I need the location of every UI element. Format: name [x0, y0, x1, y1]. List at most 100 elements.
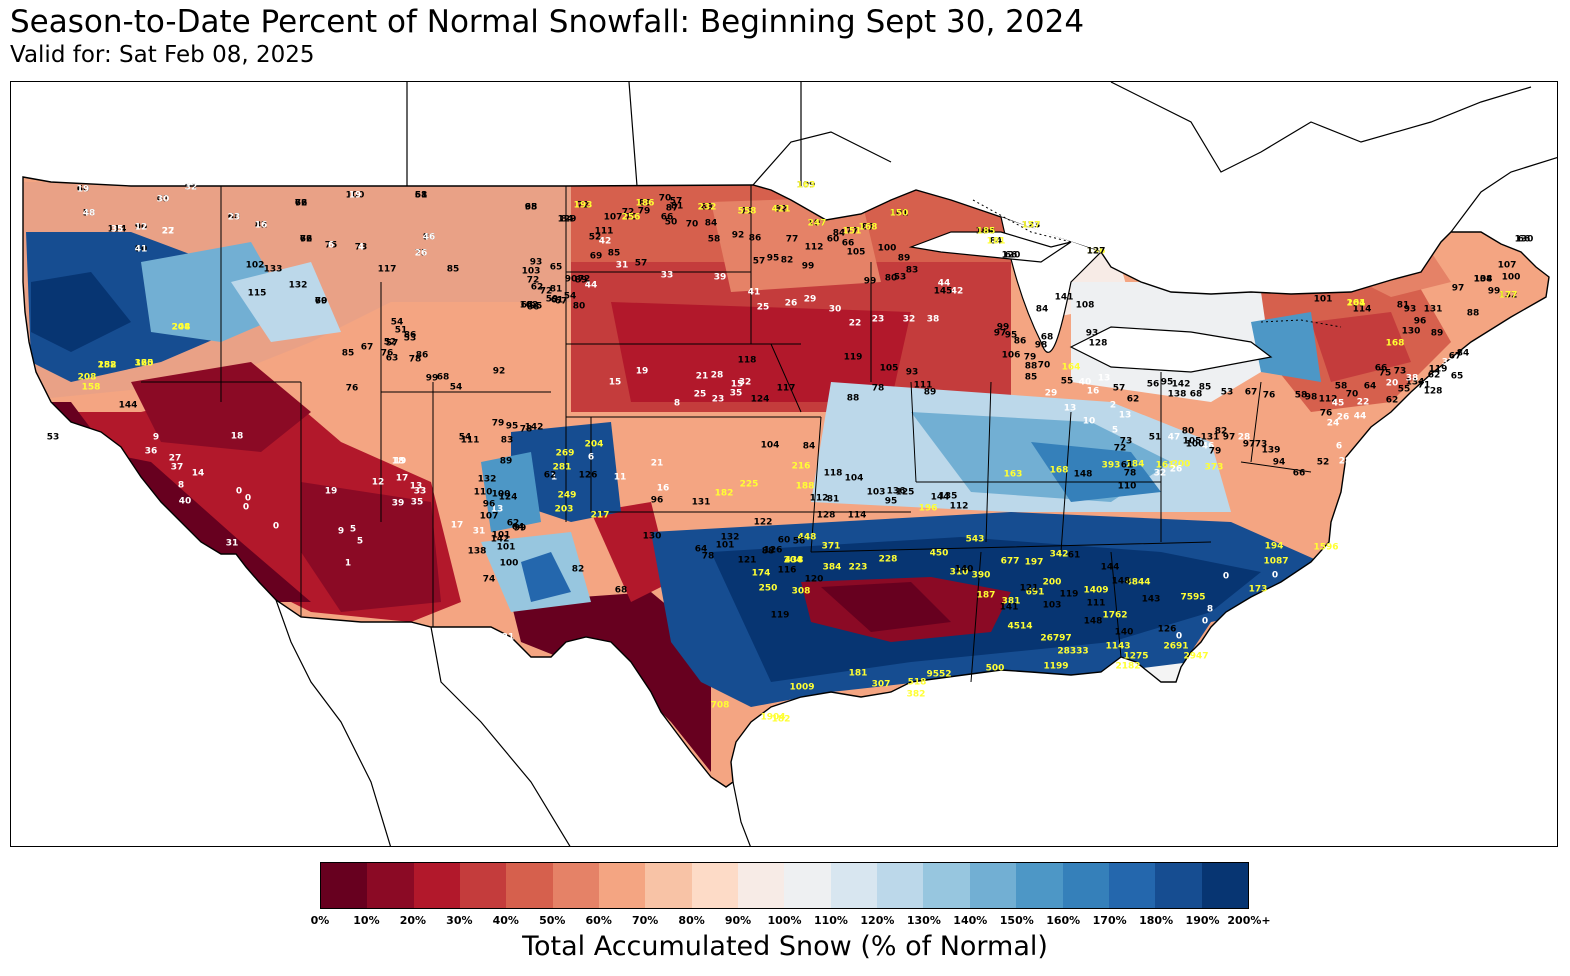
station-value-label: 42	[598, 236, 612, 247]
station-value-label: 2182	[1115, 661, 1141, 672]
colorbar-swatch	[552, 863, 600, 908]
station-value-label: 83	[905, 265, 919, 276]
station-value-label: 102	[245, 260, 265, 271]
station-value-label: 128	[816, 510, 836, 521]
station-value-label: 144	[1100, 562, 1120, 573]
station-value-label: 164	[1061, 362, 1081, 373]
station-value-label: 22	[161, 226, 175, 237]
station-value-label: 0	[216, 556, 224, 567]
station-value-label: 168	[1385, 338, 1405, 349]
station-value-label: 76	[1319, 408, 1333, 419]
station-value-label: 105	[1182, 436, 1202, 447]
station-value-label: 225	[739, 479, 759, 490]
station-value-label: 53	[403, 333, 417, 344]
station-value-label: 185	[976, 226, 996, 237]
station-value-label: 308	[791, 586, 811, 597]
station-value-label: 36	[144, 446, 158, 457]
station-value-label: 93	[905, 367, 919, 378]
station-value-label: 65	[549, 262, 563, 273]
station-value-label: 691	[1025, 587, 1045, 598]
station-value-label: 81	[549, 284, 563, 295]
station-value-label: 57	[1112, 383, 1126, 394]
station-value-label: 121	[1019, 583, 1039, 594]
station-value-label: 86	[748, 233, 762, 244]
station-value-label: 39	[391, 498, 405, 509]
station-value-label: 68	[1040, 332, 1054, 343]
station-value-label: 85	[341, 348, 355, 359]
station-value-label: 0	[272, 521, 280, 532]
station-value-label: 84	[989, 236, 1003, 247]
colorbar	[320, 862, 1249, 909]
station-value-label: 129	[557, 214, 577, 225]
station-value-label: 17	[395, 473, 409, 484]
station-value-label: 78	[701, 551, 715, 562]
station-value-label: 71	[1417, 380, 1431, 391]
station-value-label: 142	[490, 534, 510, 545]
station-value-label: 95	[505, 421, 519, 432]
station-value-label: 28	[1338, 456, 1352, 467]
map-canvas	[11, 82, 1557, 846]
colorbar-swatch	[923, 863, 970, 908]
station-value-label: 142	[1171, 379, 1191, 390]
station-value-label: 60	[777, 535, 791, 546]
station-value-label: 0	[1201, 616, 1209, 627]
station-value-label: 9552	[926, 669, 952, 680]
station-value-label: 11	[613, 472, 627, 483]
station-value-label: 112	[809, 493, 829, 504]
station-value-label: 85	[446, 264, 460, 275]
station-value-label: 99	[513, 523, 527, 534]
station-value-label: 558	[737, 206, 757, 217]
station-value-label: 5	[356, 536, 364, 547]
station-value-label: 13	[490, 504, 504, 515]
station-value-label: 24	[1326, 418, 1340, 429]
station-value-label: 186	[635, 198, 655, 209]
station-value-label: 84	[560, 214, 574, 225]
station-value-label: 68	[614, 585, 628, 596]
station-value-label: 100	[345, 190, 365, 201]
station-value-label: 58	[1294, 390, 1308, 401]
station-value-label: 84	[1456, 348, 1470, 359]
station-value-label: 51	[394, 325, 408, 336]
station-value-label: 22	[244, 611, 258, 622]
station-value-label: 4844	[1125, 577, 1151, 588]
station-value-label: 16	[254, 220, 268, 231]
station-value-label: 125	[895, 487, 915, 498]
station-value-label: 130	[1514, 234, 1534, 245]
station-value-label: 6	[327, 240, 335, 251]
station-value-label: 677	[1000, 556, 1020, 567]
station-value-label: 65	[520, 300, 534, 311]
station-value-label: 54	[563, 291, 577, 302]
station-value-label: 86	[1013, 336, 1027, 347]
station-value-label: 141	[999, 602, 1019, 613]
station-value-label: 19	[76, 184, 90, 195]
station-value-label: 63	[385, 353, 399, 364]
station-value-label: 63	[156, 194, 170, 205]
station-value-label: 57	[634, 258, 648, 269]
station-value-label: 247	[807, 218, 827, 229]
station-value-label: 133	[263, 264, 283, 275]
station-value-label: 110	[473, 487, 493, 498]
station-value-label: 115	[247, 288, 267, 299]
station-value-label: 203	[554, 504, 574, 515]
station-value-label: 82	[774, 204, 788, 215]
snowfall-map: 60 91 63 100 58 66 58 114 90 27 68 82 72 75 73 80 86 75 60…	[10, 81, 1558, 847]
station-value-label: 14	[191, 468, 205, 479]
colorbar-tick-label: 70%	[631, 914, 659, 927]
station-value-label: 200	[1171, 459, 1191, 470]
station-value-label: 53	[893, 272, 907, 283]
station-value-label: 93	[529, 257, 543, 268]
station-value-label: 86	[403, 330, 417, 341]
station-value-label: 32	[902, 314, 916, 325]
colorbar-tick-label: 0%	[310, 914, 330, 927]
station-value-label: 38	[926, 314, 940, 325]
station-value-label: 37	[1441, 357, 1455, 368]
station-value-label: 10	[1082, 416, 1096, 427]
colorbar-tick-label: 140%	[953, 914, 988, 927]
station-value-label: 97	[1451, 283, 1465, 294]
station-value-label: 117	[776, 383, 796, 394]
station-value-label: 23	[871, 314, 885, 325]
station-value-label: 208	[77, 372, 97, 383]
station-value-label: 122	[753, 517, 773, 528]
station-value-label: 79	[1023, 352, 1037, 363]
station-value-label: 82	[780, 255, 794, 266]
